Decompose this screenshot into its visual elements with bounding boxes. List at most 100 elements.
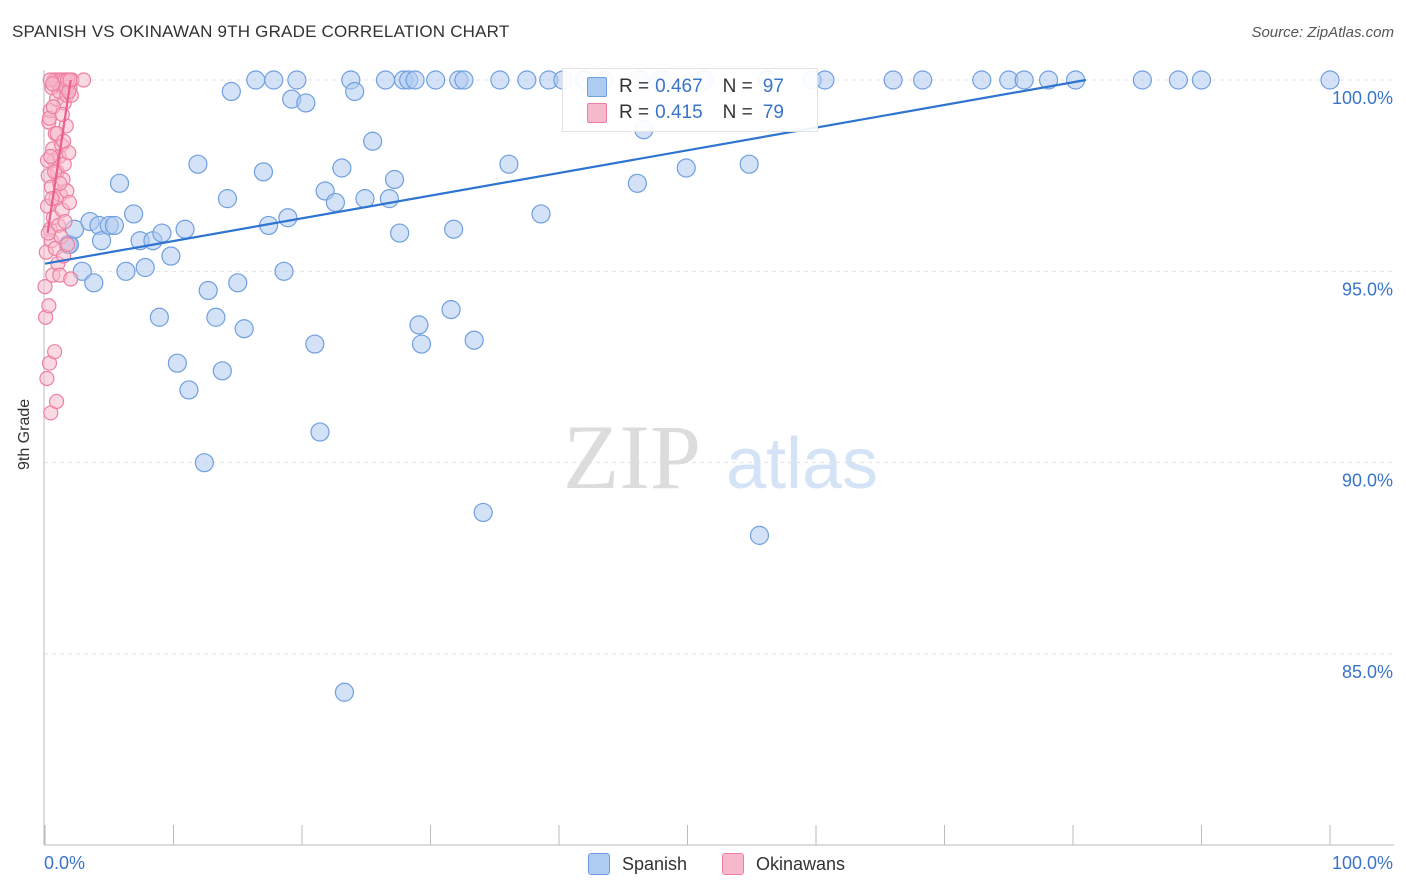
spanish-point: [221, 81, 241, 102]
spanish-point: [91, 231, 112, 251]
okinawan-point: [75, 72, 92, 88]
okinawan-legend-label: Okinawans: [756, 853, 846, 874]
spanish-point: [217, 189, 238, 209]
y-tick-label: 90.0%: [1342, 471, 1393, 491]
spanish-point: [116, 261, 136, 281]
spanish-point: [161, 246, 181, 266]
spanish-point: [345, 81, 365, 102]
spanish-point: [179, 380, 199, 400]
okinawan-point: [45, 76, 61, 92]
spanish-point: [473, 502, 493, 523]
spanish-trend-line: [44, 78, 1087, 265]
spanish-point: [198, 280, 218, 301]
spanish-point: [1191, 70, 1212, 90]
legend-row-okinawans: R = 0.415 N = 79: [587, 101, 784, 125]
spanish-point: [124, 204, 144, 224]
okinawan-point: [43, 148, 59, 165]
okinawan-point: [56, 133, 72, 149]
spanish-point: [206, 307, 226, 327]
spanish-point: [531, 204, 551, 224]
spanish-point: [188, 154, 208, 174]
n-label: N =: [722, 102, 753, 123]
okinawan-point: [39, 370, 55, 387]
watermark-zip: ZIP: [563, 406, 701, 508]
spanish-point: [375, 70, 396, 90]
spanish-point: [278, 208, 298, 228]
spanish-point: [246, 70, 266, 90]
y-tick-label: 95.0%: [1342, 279, 1393, 299]
chart-title: SPANISH VS OKINAWAN 9TH GRADE CORRELATIO…: [12, 22, 510, 41]
okinawan-point: [48, 393, 65, 410]
spanish-swatch: [587, 77, 607, 97]
spanish-legend-swatch: [588, 853, 610, 875]
spanish-point: [305, 334, 325, 354]
spanish-point: [444, 219, 464, 239]
source-credit: Source: ZipAtlas.com: [1251, 24, 1394, 41]
spanish-point: [274, 261, 294, 281]
spanish-point: [104, 215, 124, 236]
spanish-r-value: 0.467: [655, 76, 703, 97]
legend-row-spanish: R = 0.467 N = 97: [587, 75, 784, 99]
spanish-point: [325, 192, 346, 213]
bottom-legend-spanish[interactable]: Spanish: [588, 852, 687, 876]
spanish-point: [167, 353, 187, 373]
spanish-point: [676, 158, 696, 178]
spanish-point: [815, 70, 835, 90]
spanish-point: [84, 273, 104, 293]
points-layer: [37, 70, 1340, 702]
okinawan-point: [47, 344, 63, 360]
spanish-point: [454, 70, 474, 90]
y-axis-label: 9th Grade: [16, 398, 33, 470]
spanish-point: [234, 319, 254, 339]
okinawans-trend-line: [46, 79, 72, 234]
x-tick-label-min: 0.0%: [44, 853, 85, 873]
spanish-point: [212, 361, 232, 381]
spanish-point: [135, 257, 155, 278]
spanish-point: [384, 169, 405, 190]
okinawan-point: [59, 236, 76, 253]
spanish-legend-label: Spanish: [622, 853, 688, 874]
spanish-point: [287, 70, 307, 90]
spanish-point: [332, 158, 352, 178]
n-label: N =: [722, 76, 753, 97]
spanish-point: [334, 682, 355, 702]
spanish-point: [490, 70, 510, 90]
tick-label-layer: 100.0% 95.0% 90.0% 85.0% 0.0% 100.0%: [44, 88, 1393, 873]
spanish-point: [517, 70, 537, 90]
bottom-legend-okinawans[interactable]: Okinawans: [722, 852, 845, 876]
spanish-point: [1320, 70, 1340, 90]
spanish-point: [310, 422, 330, 442]
spanish-point: [152, 223, 172, 243]
x-tick-label-max: 100.0%: [1332, 853, 1393, 873]
spanish-n-value: 97: [762, 76, 784, 97]
okinawan-point: [57, 213, 73, 230]
spanish-point: [499, 154, 519, 174]
r-label: R =: [619, 76, 650, 97]
trend-layer: [44, 78, 1087, 265]
okinawan-swatch: [587, 103, 607, 123]
spanish-point: [296, 93, 316, 113]
okinawan-legend-swatch: [722, 853, 744, 875]
watermark-atlas: atlas: [726, 424, 878, 504]
spanish-point: [749, 525, 770, 545]
okinawan-point: [61, 194, 78, 211]
r-label: R =: [619, 102, 650, 123]
spanish-point: [149, 307, 169, 327]
watermark: ZIP atlas: [563, 406, 878, 508]
okinawan-point: [63, 271, 79, 287]
spanish-point: [1014, 70, 1034, 90]
spanish-point: [411, 334, 432, 354]
spanish-point: [464, 330, 484, 350]
stats-legend: R = 0.467 N = 97 R = 0.415 N = 79: [562, 68, 818, 132]
okinawan-r-value: 0.415: [655, 102, 703, 123]
spanish-point: [739, 154, 759, 174]
okinawan-n-value: 79: [762, 102, 784, 123]
axis-layer: [43, 70, 1394, 846]
spanish-point: [175, 219, 195, 239]
spanish-point: [228, 273, 248, 293]
y-tick-label: 100.0%: [1332, 88, 1393, 108]
spanish-point: [972, 70, 992, 90]
spanish-point: [390, 223, 410, 243]
spanish-point: [1038, 70, 1059, 90]
